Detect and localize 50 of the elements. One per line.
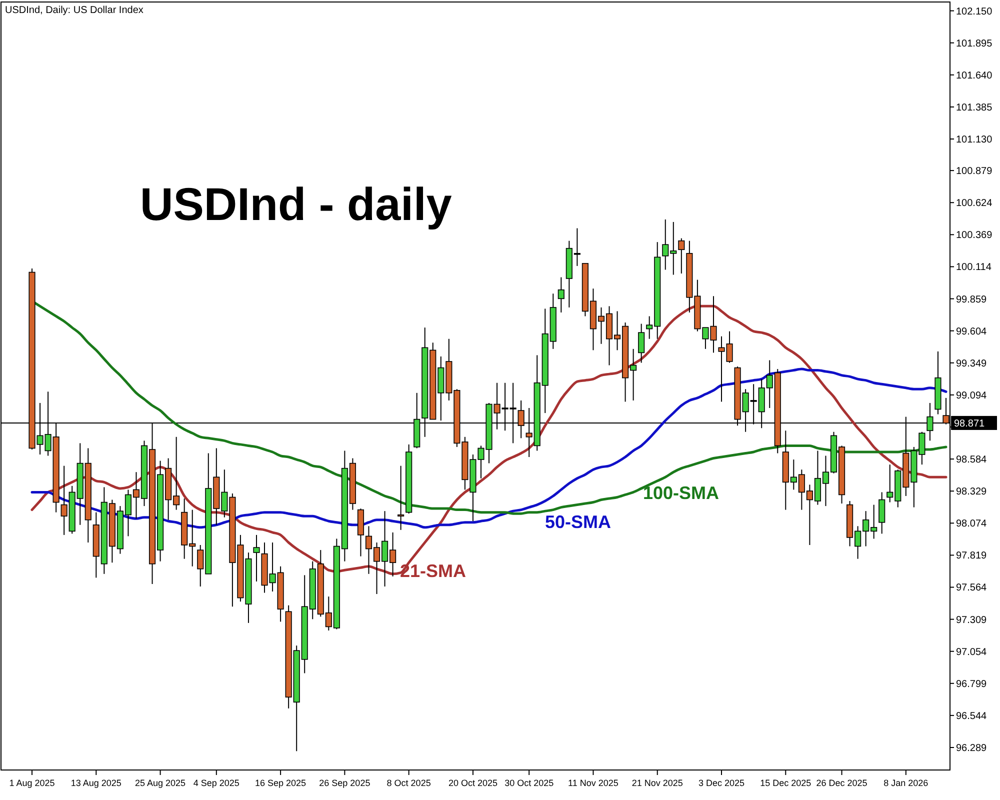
x-tick-label: 15 Dec 2025	[760, 778, 812, 788]
x-tick-label: 21 Nov 2025	[632, 778, 683, 788]
y-tick-label: 101.640	[956, 70, 993, 82]
y-tick-label: 99.859	[956, 294, 988, 306]
candlestick	[678, 238, 685, 274]
x-tick-label: 26 Sep 2025	[319, 778, 370, 788]
y-tick-label: 97.819	[956, 550, 988, 562]
y-tick-label: 97.309	[956, 614, 988, 626]
x-tick-label: 4 Sep 2025	[193, 778, 240, 788]
y-tick-label: 98.074	[956, 518, 988, 530]
y-tick-label: 102.150	[956, 6, 993, 18]
series-label: 21-SMA	[400, 561, 466, 581]
ref-line-label: 98.871	[954, 418, 986, 430]
x-tick-label: 11 Nov 2025	[568, 778, 618, 788]
x-tick-label: 3 Dec 2025	[698, 778, 745, 788]
y-tick-label: 99.349	[956, 358, 988, 370]
x-tick-label: 16 Sep 2025	[255, 778, 306, 788]
y-tick-label: 99.604	[956, 326, 988, 338]
x-tick-label: 8 Jan 2026	[884, 778, 928, 788]
y-tick-label: 99.094	[956, 390, 988, 402]
text: USDInd - daily	[140, 178, 452, 230]
y-tick-label: 96.289	[956, 743, 988, 754]
y-tick-label: 100.369	[956, 230, 993, 242]
y-tick-label: 96.799	[956, 678, 988, 690]
y-tick-label: 101.130	[956, 134, 993, 146]
x-tick-label: 1 Aug 2025	[9, 778, 55, 788]
y-tick-label: 100.879	[956, 166, 993, 178]
x-tick-label: 20 Oct 2025	[448, 778, 498, 788]
y-tick-label: 100.114	[956, 262, 992, 274]
series-label: 100-SMA	[642, 483, 720, 503]
y-tick-label: 97.054	[956, 646, 988, 658]
x-tick-label: 25 Aug 2025	[135, 778, 186, 788]
candlestick	[398, 465, 404, 530]
y-tick-label: 97.564	[956, 582, 988, 594]
x-tick-label: 13 Aug 2025	[70, 778, 122, 788]
candlestick	[558, 276, 564, 313]
y-tick-label: 98.329	[956, 486, 988, 498]
candlestick	[638, 323, 645, 364]
y-tick-label: 98.584	[956, 454, 988, 466]
candlestick	[878, 492, 886, 534]
candlestick	[253, 534, 260, 582]
x-tick-label: 8 Oct 2025	[386, 778, 431, 788]
series-label: 50-SMA	[544, 512, 612, 532]
y-tick-label: 101.895	[956, 38, 993, 50]
y-tick-label: 96.544	[956, 710, 988, 722]
y-tick-label: 101.385	[956, 102, 993, 114]
y-tick-label: 100.624	[956, 198, 993, 210]
x-tick-label: 26 Dec 2025	[816, 778, 868, 788]
x-tick-label: 30 Oct 2025	[504, 778, 554, 788]
chart-subtitle: USDInd, Daily: US Dollar Index	[5, 5, 144, 16]
